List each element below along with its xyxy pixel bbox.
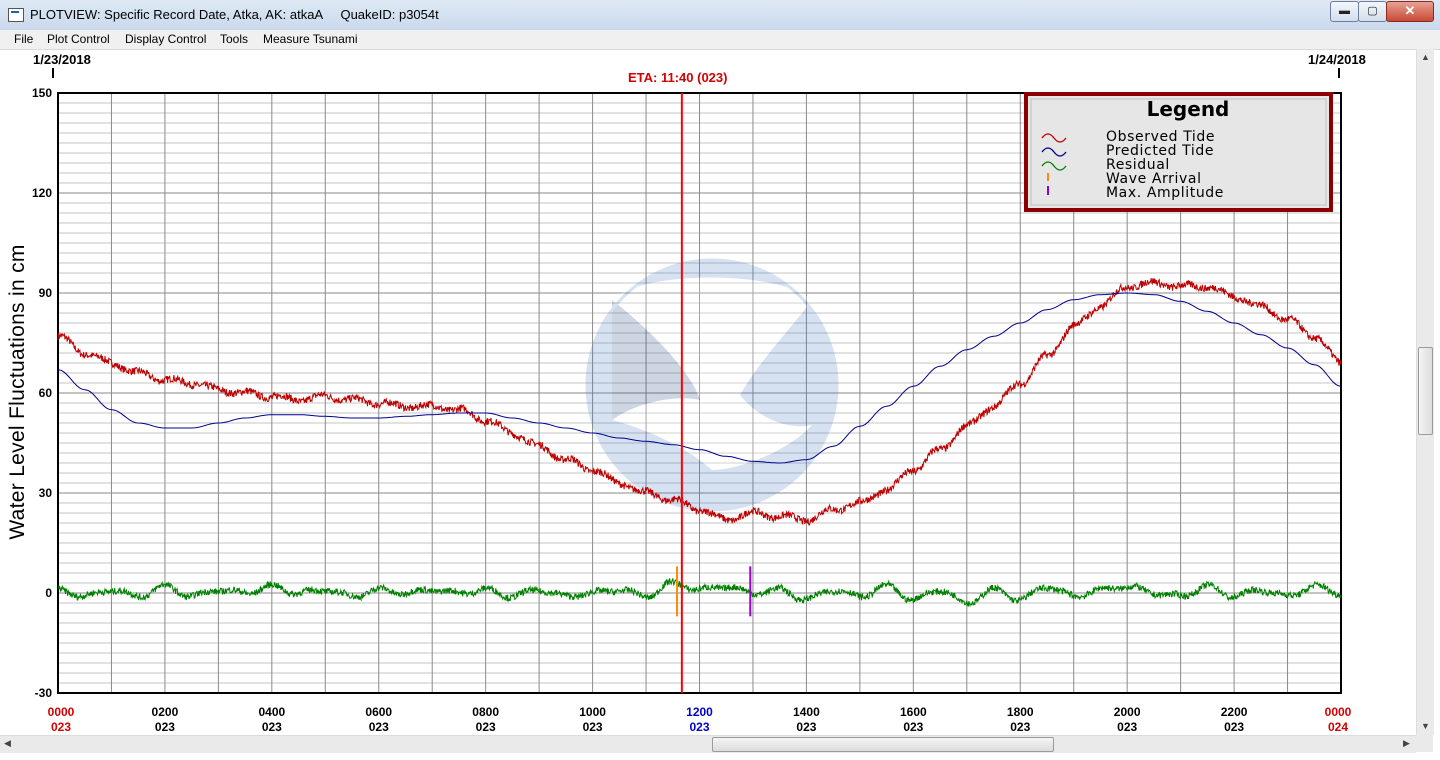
x-tick-time: 0400 xyxy=(258,705,286,719)
x-tick-label: 0000 023 xyxy=(31,705,91,735)
x-tick-day: 023 xyxy=(689,720,710,734)
series-observed-tide xyxy=(57,277,1342,527)
y-tick-label: 120 xyxy=(31,186,52,200)
y-tick-label: -30 xyxy=(34,686,52,700)
x-tick-day: 023 xyxy=(261,720,282,734)
horizontal-scroll-thumb[interactable] xyxy=(712,737,1054,752)
x-tick-label: 1200 023 xyxy=(670,705,730,735)
x-tick-time: 2000 xyxy=(1113,705,1141,719)
y-tick-label: 150 xyxy=(31,86,52,100)
window-title: PLOTVIEW: Specific Record Date, Atka, AK… xyxy=(30,7,439,22)
x-tick-label: 0600 023 xyxy=(349,705,409,735)
x-tick-time: 0000 xyxy=(1324,705,1352,719)
x-tick-label: 0200 023 xyxy=(135,705,195,735)
tide-chart: Legend Observed Tide Predicted Tide Resi… xyxy=(57,92,1342,694)
y-tick-label: 0 xyxy=(45,586,52,600)
app-icon xyxy=(8,8,24,22)
x-tick-day: 023 xyxy=(50,720,72,734)
y-tick-label: 60 xyxy=(38,386,52,400)
x-tick-time: 0800 xyxy=(472,705,499,719)
legend-item: Residual xyxy=(1106,157,1170,173)
x-tick-day: 023 xyxy=(475,720,496,734)
x-tick-label: 2000 023 xyxy=(1097,705,1157,735)
window-titlebar: PLOTVIEW: Specific Record Date, Atka, AK… xyxy=(0,0,1440,31)
start-date-label: 1/23/2018 xyxy=(33,52,91,67)
x-tick-time: 1200 xyxy=(686,705,713,719)
noaa-watermark-logo xyxy=(585,258,839,512)
x-tick-day: 023 xyxy=(368,720,389,734)
scroll-right-icon[interactable]: ▶ xyxy=(1403,738,1410,748)
x-tick-time: 1400 xyxy=(793,705,820,719)
legend-title: Legend xyxy=(1147,97,1230,121)
x-tick-label: 1600 023 xyxy=(883,705,943,735)
series-layer xyxy=(57,277,1342,608)
menu-bar: File Plot Control Display Control Tools … xyxy=(0,30,1440,50)
x-tick-label: 1400 023 xyxy=(776,705,836,735)
close-button[interactable]: ✕ xyxy=(1386,1,1434,22)
menu-file[interactable]: File xyxy=(14,32,34,46)
menu-measure-tsunami[interactable]: Measure Tsunami xyxy=(263,32,358,46)
x-tick-time: 0000 xyxy=(47,705,75,719)
chart-grid xyxy=(57,92,1342,694)
x-tick-label: 1800 023 xyxy=(990,705,1050,735)
x-tick-day: 023 xyxy=(154,720,175,734)
x-tick-day: 023 xyxy=(1117,720,1138,734)
x-tick-time: 0200 xyxy=(151,705,179,719)
legend-item: Predicted Tide xyxy=(1106,143,1214,159)
x-tick-time: 1800 xyxy=(1006,705,1034,719)
legend-swatch-predicted xyxy=(1041,147,1067,157)
x-tick-time: 1000 xyxy=(579,705,606,719)
x-tick-label: 0400 023 xyxy=(242,705,302,735)
series-residual xyxy=(57,578,1342,608)
x-tick-day: 023 xyxy=(582,720,603,734)
vertical-scrollbar[interactable]: ▲ ▼ xyxy=(1416,49,1434,735)
horizontal-scrollbar[interactable]: ◀ ▶ xyxy=(0,735,1416,753)
x-tick-day: 023 xyxy=(1010,720,1031,734)
y-tick-label: 30 xyxy=(38,486,52,500)
scroll-left-icon[interactable]: ◀ xyxy=(4,738,11,748)
legend-item: Observed Tide xyxy=(1106,129,1215,145)
scroll-down-icon[interactable]: ▼ xyxy=(1421,721,1430,731)
series-predicted-tide xyxy=(57,292,1342,464)
x-tick-label: 2200 023 xyxy=(1204,705,1264,735)
end-date-label: 1/24/2018 xyxy=(1308,52,1366,67)
y-tick-label: 90 xyxy=(38,286,52,300)
eta-label: ETA: 11:40 (023) xyxy=(628,70,728,85)
plot-frame xyxy=(57,92,1342,694)
x-tick-day: 023 xyxy=(903,720,924,734)
x-tick-time: 1600 xyxy=(899,705,927,719)
start-date-tick xyxy=(52,68,54,78)
x-tick-day: 023 xyxy=(1224,720,1245,734)
legend-swatch-residual xyxy=(1041,161,1067,171)
scroll-up-icon[interactable]: ▲ xyxy=(1421,52,1430,62)
x-tick-label: 0000 024 xyxy=(1308,705,1368,735)
x-tick-day: 023 xyxy=(796,720,817,734)
x-tick-time: 0600 xyxy=(365,705,393,719)
menu-display-control[interactable]: Display Control xyxy=(125,32,207,46)
x-tick-time: 2200 xyxy=(1220,705,1248,719)
chart-legend: Legend Observed Tide Predicted Tide Resi… xyxy=(1024,92,1333,212)
end-date-tick xyxy=(1338,68,1340,78)
menu-tools[interactable]: Tools xyxy=(220,32,249,46)
menu-plot-control[interactable]: Plot Control xyxy=(47,32,110,46)
legend-item: Max. Amplitude xyxy=(1106,185,1224,201)
vertical-scroll-thumb[interactable] xyxy=(1418,347,1433,435)
x-tick-day: 024 xyxy=(1327,720,1349,734)
legend-item: Wave Arrival xyxy=(1106,171,1202,187)
x-tick-label: 1000 023 xyxy=(563,705,623,735)
x-tick-label: 0800 023 xyxy=(456,705,516,735)
legend-swatch-observed xyxy=(1041,133,1067,143)
scroll-corner xyxy=(1416,735,1433,752)
minimize-button[interactable]: ▬ xyxy=(1330,1,1359,22)
